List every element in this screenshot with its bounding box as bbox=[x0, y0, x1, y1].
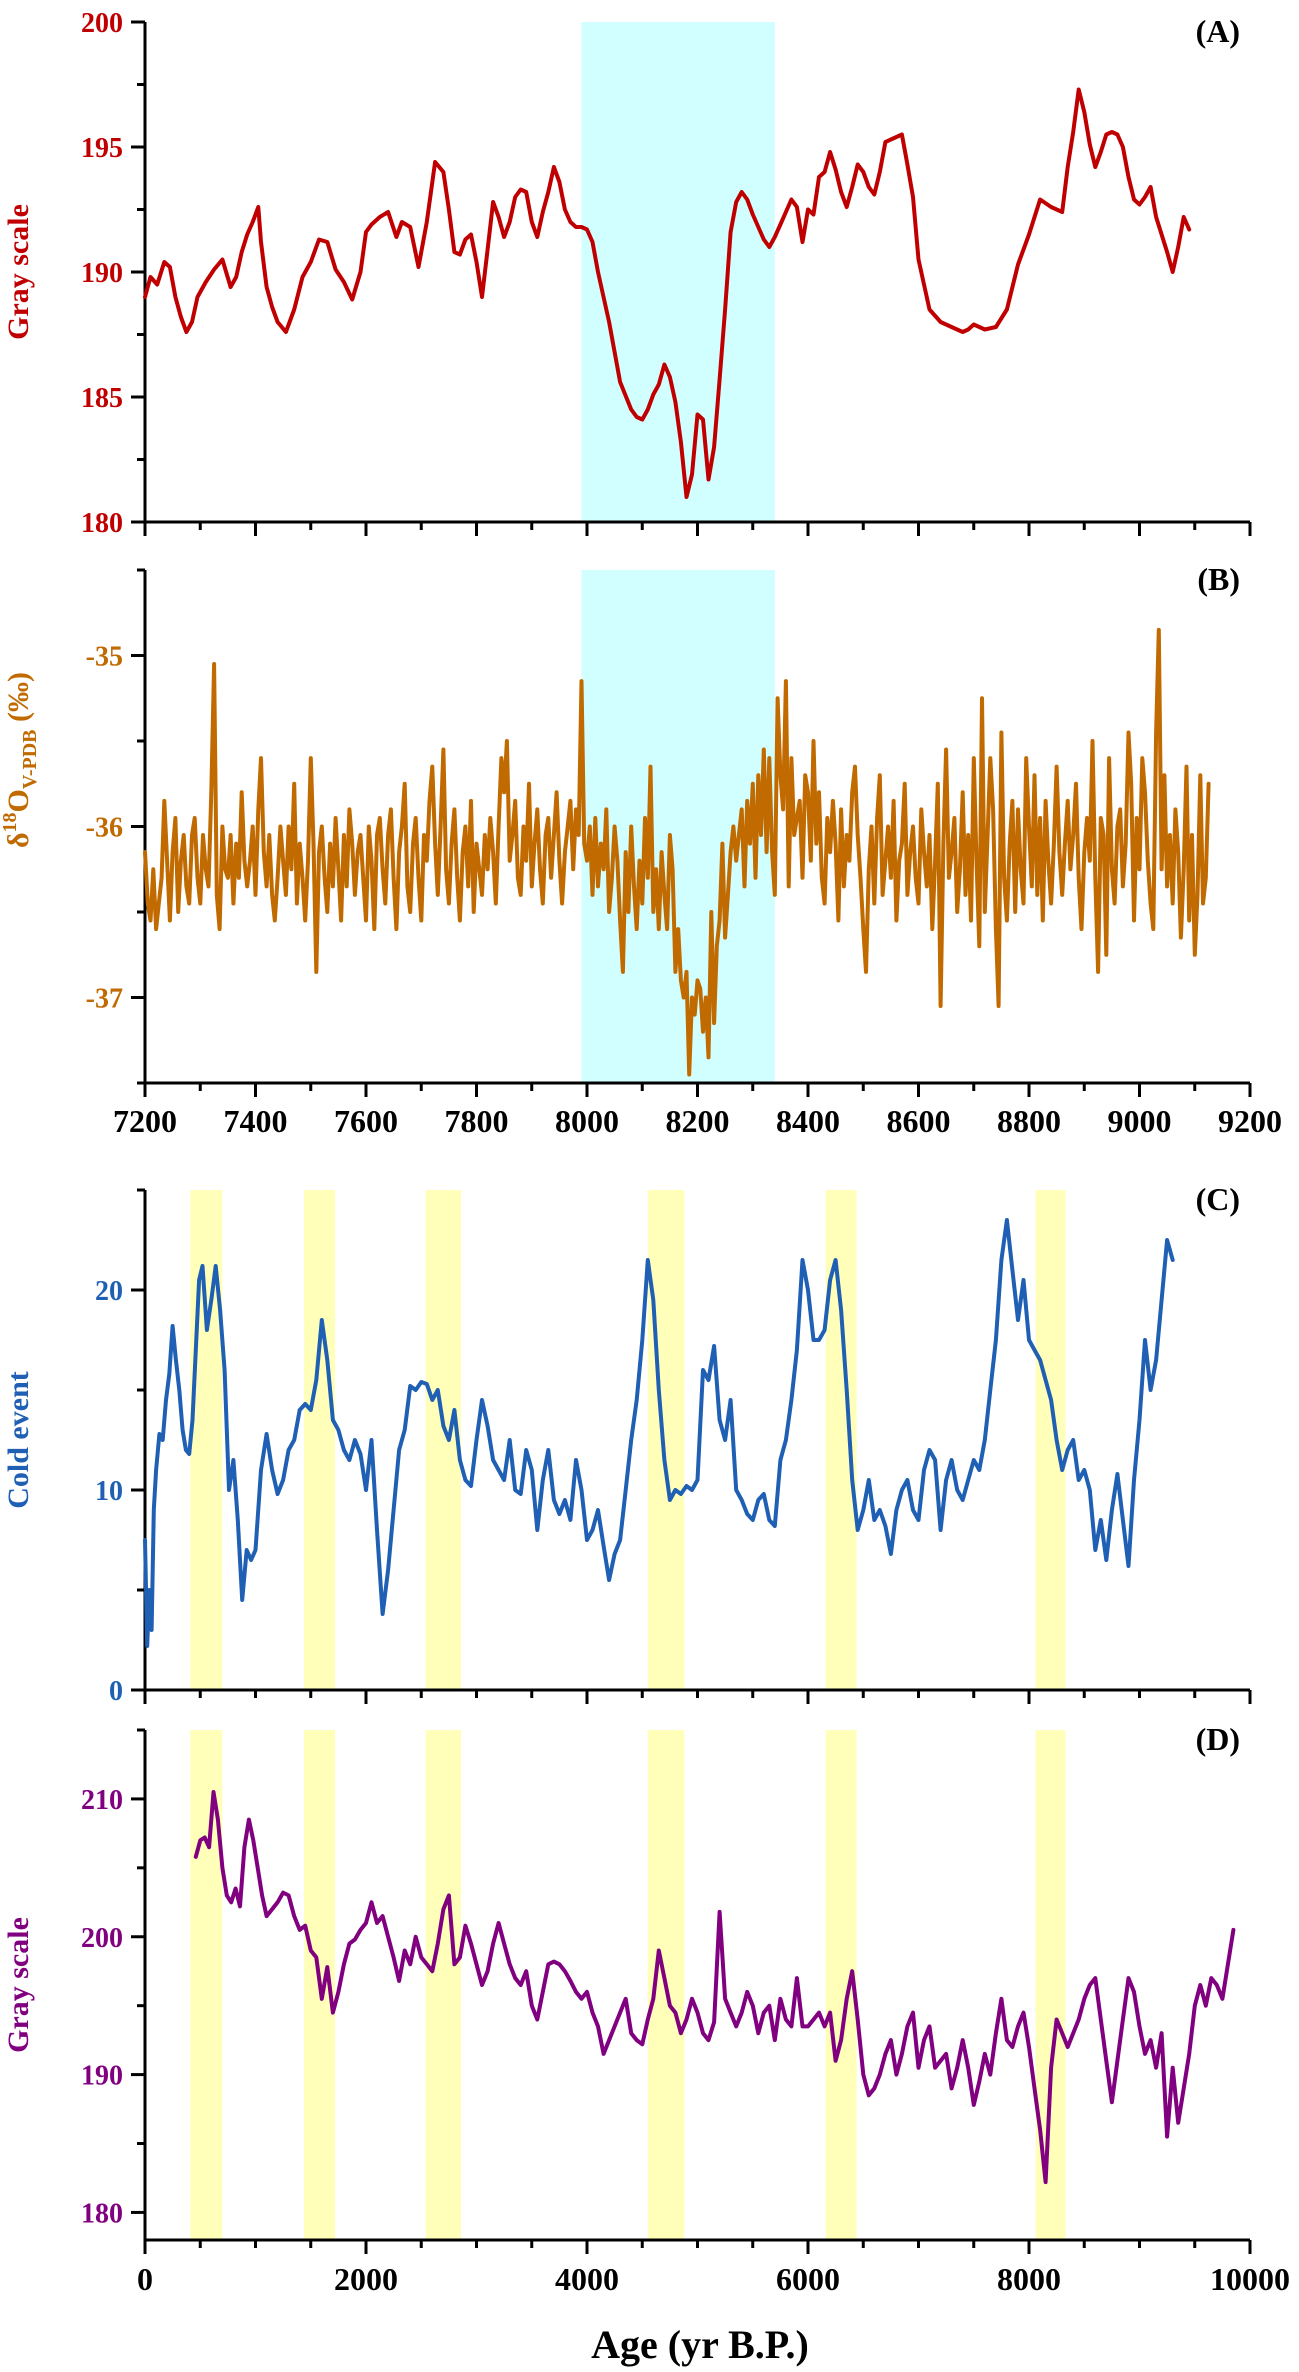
y-tick-label: 190 bbox=[81, 2061, 123, 2092]
x-tick-label: 8200 bbox=[666, 1103, 730, 1139]
y-axis-title-part: V-PDB bbox=[19, 729, 41, 789]
y-tick-label: 200 bbox=[81, 1923, 123, 1954]
x-axis-title: Age (yr B.P.) bbox=[591, 2322, 809, 2367]
series-line bbox=[143, 1218, 1175, 1648]
highlight-band bbox=[647, 1190, 685, 1690]
highlight-band bbox=[1035, 1730, 1066, 2240]
x-tick-label: 9200 bbox=[1218, 1103, 1282, 1139]
y-tick-label: -36 bbox=[86, 813, 123, 844]
highlight-band bbox=[825, 1190, 857, 1690]
highlight-band bbox=[425, 1730, 462, 2240]
y-axis-title: Cold event bbox=[2, 1371, 35, 1509]
panel-b: -35 -36 -37 7200 7400 7600 7800 8000 8200 8400 860… bbox=[0, 561, 1282, 1139]
x-tick-label: 10000 bbox=[1210, 2261, 1290, 2297]
panel-c: 0 10 20 (C) Cold event bbox=[2, 1181, 1252, 1707]
y-axis-title: δ18OV-PDB (‰) bbox=[0, 672, 41, 848]
y-tick-label: 195 bbox=[81, 133, 123, 164]
x-tick-label: 8000 bbox=[555, 1103, 619, 1139]
highlight-band bbox=[581, 22, 775, 522]
y-axis-title-part: 18 bbox=[0, 812, 21, 832]
y-tick-label: 180 bbox=[81, 508, 123, 539]
y-tick-label: 180 bbox=[81, 2198, 123, 2229]
x-tick-label: 8600 bbox=[887, 1103, 951, 1139]
y-tick-label: 20 bbox=[95, 1276, 123, 1307]
x-tick-label: 7200 bbox=[113, 1103, 177, 1139]
y-axis-title: Gray scale bbox=[2, 1917, 35, 2053]
y-tick-label: 10 bbox=[95, 1476, 123, 1507]
y-axis-title-part: O bbox=[2, 789, 35, 812]
x-tick-label: 6000 bbox=[776, 2261, 840, 2297]
panel-a: 180 185 190 195 200 (A) Gray scale bbox=[2, 8, 1252, 539]
y-tick-label: 210 bbox=[81, 1785, 123, 1816]
panel-d: 180 190 200 210 0 2000 4000 6000 8000 10000 (D) Gra… bbox=[2, 1721, 1290, 2297]
x-tick-label: 0 bbox=[137, 2261, 153, 2297]
y-tick-label: 200 bbox=[81, 8, 123, 39]
x-tick-label: 9000 bbox=[1108, 1103, 1172, 1139]
highlight-band bbox=[190, 1190, 223, 1690]
panel-label: (D) bbox=[1196, 1721, 1240, 1757]
series-line bbox=[143, 627, 1211, 1077]
y-axis-title-part: (‰) bbox=[2, 672, 35, 729]
panel-label: (C) bbox=[1196, 1181, 1240, 1217]
y-axis-title-part: δ bbox=[2, 832, 35, 848]
x-tick-label: 7800 bbox=[445, 1103, 509, 1139]
x-tick-label: 4000 bbox=[555, 2261, 619, 2297]
y-tick-label: 185 bbox=[81, 383, 123, 414]
highlight-band bbox=[425, 1190, 462, 1690]
x-tick-label: 8400 bbox=[776, 1103, 840, 1139]
panel-label: (B) bbox=[1197, 561, 1240, 597]
series-line bbox=[193, 1790, 1236, 2185]
x-tick-label: 7400 bbox=[224, 1103, 288, 1139]
y-tick-label: -35 bbox=[86, 642, 123, 673]
panel-label: (A) bbox=[1196, 13, 1240, 49]
y-tick-label: 190 bbox=[81, 258, 123, 289]
highlight-band bbox=[1035, 1190, 1066, 1690]
x-tick-label: 7600 bbox=[334, 1103, 398, 1139]
x-tick-label: 8000 bbox=[997, 2261, 1061, 2297]
y-axis-title: Gray scale bbox=[2, 204, 35, 340]
series-line bbox=[143, 87, 1192, 499]
y-tick-label: -37 bbox=[86, 984, 123, 1015]
highlight-band bbox=[304, 1190, 336, 1690]
x-tick-label: 2000 bbox=[334, 2261, 398, 2297]
x-tick-label: 8800 bbox=[997, 1103, 1061, 1139]
y-tick-label: 0 bbox=[109, 1676, 123, 1707]
